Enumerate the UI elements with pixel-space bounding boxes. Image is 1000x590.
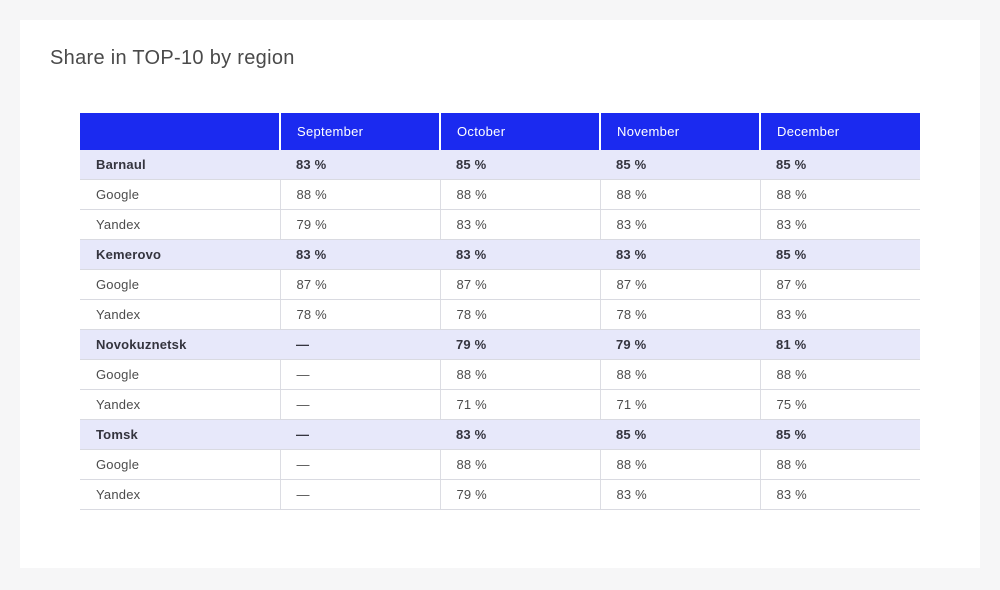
value-cell: 79 % <box>439 479 600 510</box>
row-label-cell: Barnaul <box>80 150 280 180</box>
value-cell: 71 % <box>599 389 760 420</box>
value-cell: 88 % <box>439 449 600 480</box>
engine-row: Yandex —79 % 83 % 83 % <box>80 479 920 510</box>
row-label-cell: Yandex <box>80 479 280 510</box>
value-cell: 87 % <box>599 269 760 300</box>
row-label-cell: Google <box>80 359 280 390</box>
row-label-cell: Yandex <box>80 299 280 330</box>
value-cell: 88 % <box>759 359 920 390</box>
value-cell: 83 % <box>440 239 600 270</box>
region-row: Novokuznetsk —79 % 79 % 81 % <box>80 329 920 360</box>
value-cell: 85 % <box>440 150 600 180</box>
value-cell: 79 % <box>440 329 600 360</box>
value-cell: 81 % <box>760 329 920 360</box>
value-cell: 79 % <box>279 209 440 240</box>
region-row: Kemerovo 83 % 83 % 83 % 85 % <box>80 239 920 270</box>
value-cell: 88 % <box>759 449 920 480</box>
value-cell: — <box>279 449 440 480</box>
value-cell: 87 % <box>279 269 440 300</box>
month-header-cell: September <box>279 113 440 150</box>
value-cell: 83 % <box>439 209 600 240</box>
value-cell: 87 % <box>759 269 920 300</box>
value-cell: 83 % <box>600 239 760 270</box>
share-top10-table: September October November December Barnaul… <box>80 113 920 510</box>
value-cell: 83 % <box>280 150 440 180</box>
value-cell: 85 % <box>760 150 920 180</box>
row-label-cell: Novokuznetsk <box>80 329 280 360</box>
table-container: September October November December Barnaul… <box>80 113 920 510</box>
value-cell: 83 % <box>599 479 760 510</box>
table-header-row: September October November December <box>80 113 920 150</box>
value-cell: 88 % <box>759 179 920 210</box>
engine-row: Google —88 % 88 % 88 % <box>80 359 920 390</box>
value-cell: — <box>279 479 440 510</box>
row-label-cell: Kemerovo <box>80 239 280 270</box>
engine-row: Google —88 % 88 % 88 % <box>80 449 920 480</box>
month-header-cell: November <box>599 113 760 150</box>
value-cell: — <box>280 419 440 450</box>
value-cell: 83 % <box>280 239 440 270</box>
region-row: Barnaul 83 % 85 % 85 % 85 % <box>80 150 920 180</box>
table-header: September October November December <box>80 113 920 150</box>
value-cell: 88 % <box>439 179 600 210</box>
row-label-cell: Yandex <box>80 209 280 240</box>
value-cell: 88 % <box>599 179 760 210</box>
value-cell: 88 % <box>599 359 760 390</box>
row-label-cell: Google <box>80 449 280 480</box>
engine-row: Google 87 % 87 % 87 % 87 % <box>80 269 920 300</box>
value-cell: 85 % <box>600 150 760 180</box>
engine-row: Yandex —71 % 71 % 75 % <box>80 389 920 420</box>
table-body: Barnaul 83 % 85 % 85 % 85 % Google 88 % 88 % 88 … <box>80 150 920 510</box>
engine-row: Yandex 79 % 83 % 83 % 83 % <box>80 209 920 240</box>
value-cell: 71 % <box>439 389 600 420</box>
value-cell: 85 % <box>760 239 920 270</box>
value-cell: 83 % <box>759 209 920 240</box>
value-cell: 83 % <box>599 209 760 240</box>
value-cell: 85 % <box>600 419 760 450</box>
value-cell: 78 % <box>439 299 600 330</box>
value-cell: 78 % <box>279 299 440 330</box>
value-cell: 79 % <box>600 329 760 360</box>
value-cell: — <box>280 329 440 360</box>
value-cell: 88 % <box>279 179 440 210</box>
region-row: Tomsk —83 % 85 % 85 % <box>80 419 920 450</box>
row-label-cell: Tomsk <box>80 419 280 450</box>
value-cell: — <box>279 389 440 420</box>
month-header-cell: December <box>759 113 920 150</box>
engine-row: Yandex 78 % 78 % 78 % 83 % <box>80 299 920 330</box>
value-cell: 88 % <box>439 359 600 390</box>
month-header-cell: October <box>439 113 600 150</box>
engine-row: Google 88 % 88 % 88 % 88 % <box>80 179 920 210</box>
value-cell: 85 % <box>760 419 920 450</box>
value-cell: 88 % <box>599 449 760 480</box>
value-cell: 83 % <box>440 419 600 450</box>
report-card: Share in TOP-10 by region September Octob… <box>20 20 980 568</box>
page-title: Share in TOP-10 by region <box>50 47 295 69</box>
value-cell: 87 % <box>439 269 600 300</box>
value-cell: 83 % <box>759 299 920 330</box>
value-cell: — <box>279 359 440 390</box>
corner-header-cell <box>80 113 280 150</box>
row-label-cell: Yandex <box>80 389 280 420</box>
value-cell: 83 % <box>759 479 920 510</box>
value-cell: 75 % <box>759 389 920 420</box>
row-label-cell: Google <box>80 269 280 300</box>
value-cell: 78 % <box>599 299 760 330</box>
row-label-cell: Google <box>80 179 280 210</box>
